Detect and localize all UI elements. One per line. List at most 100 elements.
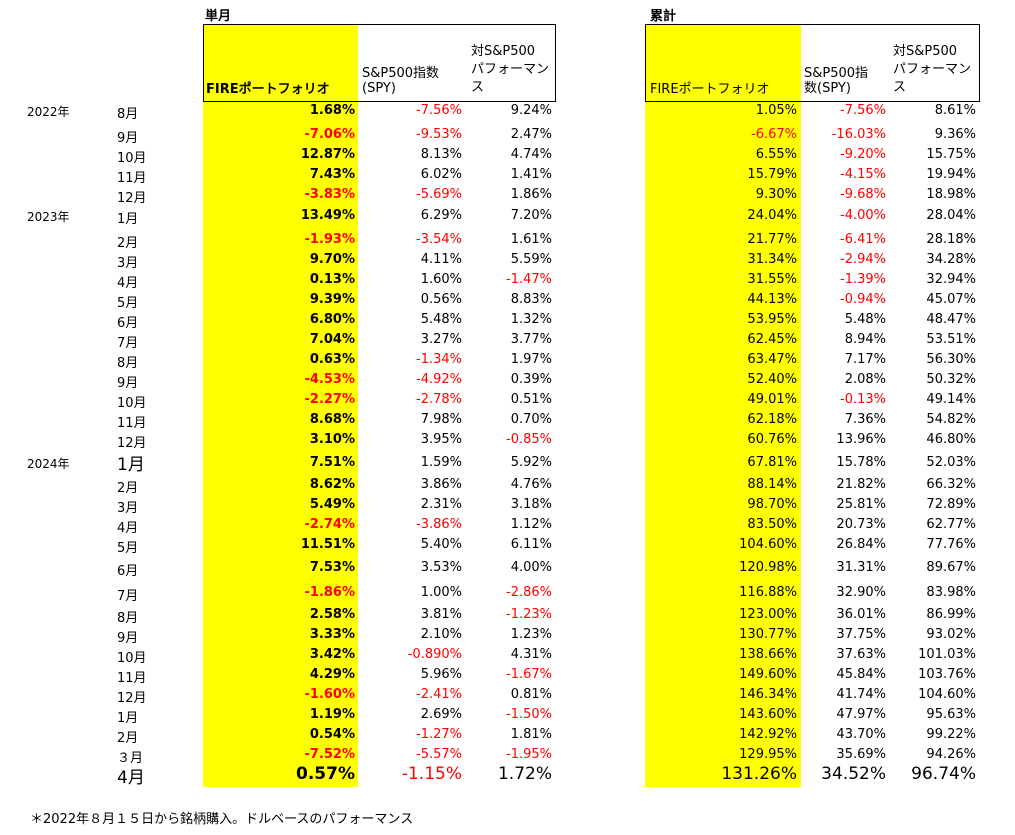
monthly-vs-value: 9.24% [510, 103, 552, 118]
monthly-spy-value: 1.00% [420, 585, 462, 600]
cumulative-vs-value: 46.80% [926, 432, 976, 447]
monthly-spy-value: 5.40% [420, 537, 462, 552]
cumulative-spy-value: 36.01% [836, 607, 886, 622]
cumulative-fire-value: 149.60% [739, 667, 797, 682]
month-label: 4月 [117, 521, 139, 536]
cumulative-vs-value: 77.76% [926, 537, 976, 552]
table-row: 11月 4.29% 5.96% -1.67% 149.60% 45.84% 103.76% [0, 665, 1015, 686]
monthly-spy-value: 3.86% [420, 477, 462, 492]
monthly-vs-value: 5.59% [510, 252, 552, 267]
table-row: 5月 9.39% 0.56% 8.83% 44.13% -0.94% 45.07% [0, 290, 1015, 311]
monthly-fire-value: 8.62% [309, 477, 355, 492]
cumulative-spy-value: -4.00% [840, 208, 886, 223]
table-row: 5月 11.51% 5.40% 6.11% 104.60% 26.84% 77.76% [0, 535, 1015, 556]
table-row: 12月 -3.83% -5.69% 1.86% 9.30% -9.68% 18.98% [0, 185, 1015, 206]
cumulative-fire-value: 24.04% [747, 208, 797, 223]
table-row: 8月 2.58% 3.81% -1.23% 123.00% 36.01% 86.99% [0, 605, 1015, 626]
monthly-spy-value: 3.95% [420, 432, 462, 447]
cumulative-fire-value: 31.34% [747, 252, 797, 267]
table-row: 7月 -1.86% 1.00% -2.86% 116.88% 32.90% 83.98% [0, 583, 1015, 604]
cumulative-vs-value: 93.02% [926, 627, 976, 642]
monthly-fire-value: 0.57% [296, 764, 355, 784]
monthly-vs-value: -1.23% [506, 607, 552, 622]
month-label: 3月 [117, 501, 139, 516]
cumulative-fire-value: 146.34% [739, 687, 797, 702]
cumulative-fire-value: 60.76% [747, 432, 797, 447]
cumulative-vs-value: 49.14% [926, 392, 976, 407]
monthly-spy-value: 3.53% [420, 560, 462, 575]
cumulative-fire-value: 83.50% [747, 517, 797, 532]
monthly-vs-value: -1.95% [506, 747, 552, 762]
cumulative-fire-value: 104.60% [739, 537, 797, 552]
cumulative-spy-header-line1: S&P500指 [804, 66, 869, 81]
year-label: 2024年 [27, 457, 70, 471]
monthly-spy-value: -1.34% [416, 352, 462, 367]
monthly-vs-value: 4.31% [510, 647, 552, 662]
monthly-vs-value: 1.61% [510, 232, 552, 247]
monthly-fire-column-highlight [203, 24, 358, 787]
monthly-fire-value: 2.58% [309, 607, 355, 622]
cumulative-vs-header-line3: ス [893, 80, 907, 95]
table-row: 2024年 1月 7.51% 1.59% 5.92% 67.81% 15.78% 52.03% [0, 453, 1015, 475]
cumulative-fire-value: 129.95% [739, 747, 797, 762]
monthly-fire-value: 13.49% [300, 208, 355, 223]
cumulative-fire-value: 120.98% [739, 560, 797, 575]
month-label: 2月 [117, 236, 139, 251]
monthly-vs-value: 0.39% [510, 372, 552, 387]
monthly-fire-value: 8.68% [309, 412, 355, 427]
table-row: 11月 7.43% 6.02% 1.41% 15.79% -4.15% 19.94% [0, 165, 1015, 186]
cumulative-spy-value: -16.03% [831, 127, 886, 142]
cumulative-vs-value: 62.77% [926, 517, 976, 532]
monthly-vs-value: 1.86% [510, 187, 552, 202]
monthly-fire-value: 3.33% [309, 627, 355, 642]
cumulative-spy-value: 7.17% [844, 352, 886, 367]
month-label: 7月 [117, 589, 139, 604]
cumulative-fire-value: 21.77% [747, 232, 797, 247]
table-row: 2月 -1.93% -3.54% 1.61% 21.77% -6.41% 28.18% [0, 230, 1015, 251]
monthly-fire-value: 5.49% [309, 497, 355, 512]
monthly-vs-value: 4.00% [510, 560, 552, 575]
monthly-fire-value: -2.74% [304, 517, 356, 532]
table-row: 2023年 1月 13.49% 6.29% 7.20% 24.04% -4.00% 28.04… [0, 206, 1015, 227]
monthly-fire-value: 3.42% [309, 647, 355, 662]
monthly-vs-value: 1.72% [497, 764, 552, 784]
cumulative-fire-value: -6.67% [751, 127, 797, 142]
table-row: 2022年 8月 1.68% -7.56% 9.24% 1.05% -7.56% 8.61% [0, 101, 1015, 122]
monthly-vs-value: 4.74% [510, 147, 552, 162]
cumulative-spy-value: -6.41% [840, 232, 886, 247]
cumulative-spy-value: 7.36% [844, 412, 886, 427]
monthly-fire-value: -4.53% [304, 372, 356, 387]
month-label: 3月 [117, 256, 139, 271]
table-row: 10月 12.87% 8.13% 4.74% 6.55% -9.20% 15.75% [0, 145, 1015, 166]
table-row: 1月 1.19% 2.69% -1.50% 143.60% 47.97% 95.63% [0, 705, 1015, 726]
month-label: 4月 [117, 276, 139, 291]
monthly-spy-value: 2.10% [420, 627, 462, 642]
monthly-vs-value: -0.85% [506, 432, 552, 447]
cumulative-vs-value: 104.60% [918, 687, 976, 702]
monthly-vs-value: 6.11% [510, 537, 552, 552]
monthly-vs-value: 4.76% [510, 477, 552, 492]
cumulative-fire-column-highlight [645, 24, 801, 787]
cumulative-vs-value: 15.75% [926, 147, 976, 162]
cumulative-vs-header-line2: パフォーマン [893, 62, 972, 77]
monthly-fire-value: 7.53% [309, 560, 355, 575]
cumulative-spy-value: -9.68% [840, 187, 886, 202]
month-label: 2月 [117, 731, 139, 746]
table-row: 4月 0.57% -1.15% 1.72% 131.26% 34.52% 96.74% [0, 764, 1015, 788]
cumulative-fire-value: 116.88% [739, 585, 797, 600]
cumulative-spy-value: 32.90% [836, 585, 886, 600]
cumulative-vs-value: 56.30% [926, 352, 976, 367]
cumulative-vs-value: 66.32% [926, 477, 976, 492]
cumulative-vs-value: 101.03% [918, 647, 976, 662]
monthly-spy-value: 3.81% [420, 607, 462, 622]
monthly-spy-value: -7.56% [416, 103, 462, 118]
cumulative-vs-value: 99.22% [926, 727, 976, 742]
cumulative-fire-value: 142.92% [739, 727, 797, 742]
monthly-vs-header-line1: 対S&P500 [471, 44, 536, 59]
month-label: 7月 [117, 336, 139, 351]
cumulative-section-title: 累計 [650, 9, 677, 24]
monthly-fire-value: 9.70% [309, 252, 355, 267]
cumulative-spy-value: -0.13% [840, 392, 886, 407]
cumulative-vs-header-line1: 対S&P500 [893, 44, 958, 59]
monthly-vs-value: -1.50% [506, 707, 552, 722]
